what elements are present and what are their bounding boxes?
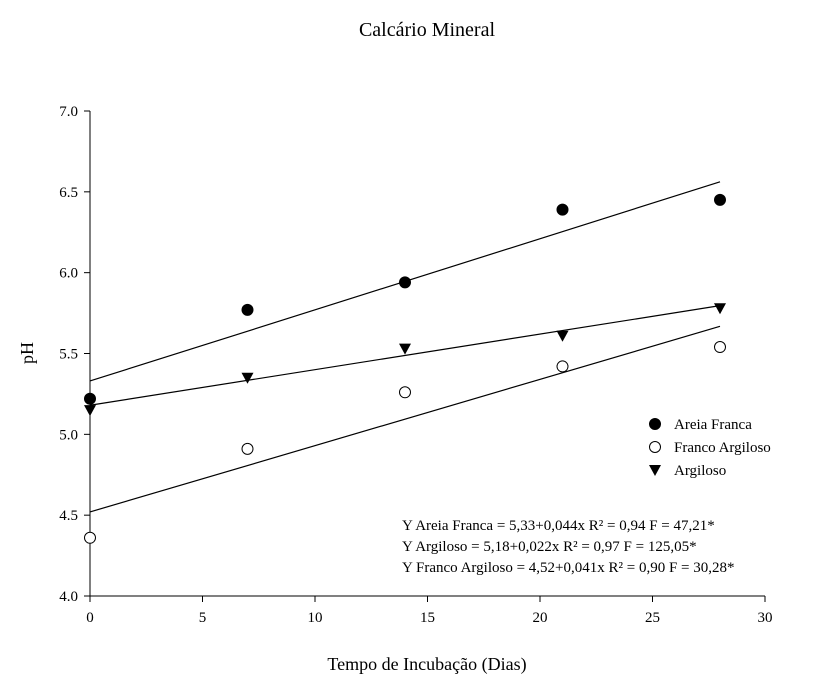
fit-line — [89, 305, 721, 406]
x-tick-label: 15 — [420, 610, 435, 626]
y-tick-label: 5.5 — [59, 347, 78, 363]
x-tick-label: 30 — [758, 610, 773, 626]
data-point — [714, 303, 726, 315]
legend: Areia Franca Franco Argiloso Argiloso — [649, 417, 771, 479]
data-points — [84, 193, 726, 544]
x-tick-label: 20 — [533, 610, 548, 626]
data-point — [556, 203, 569, 216]
x-tick-label: 10 — [308, 610, 323, 626]
y-tick-label: 6.0 — [59, 266, 78, 282]
data-point — [84, 531, 96, 544]
data-point — [556, 360, 569, 373]
data-point — [84, 405, 96, 417]
x-tick-label: 0 — [86, 610, 94, 626]
data-point — [714, 193, 726, 206]
y-axis-label: pH — [17, 342, 37, 364]
y-ticks: 4.0 4.5 5.0 5.5 6.0 6.5 7.0 — [59, 104, 90, 605]
data-point — [399, 386, 411, 399]
data-point — [556, 330, 569, 342]
equation-franco-argiloso: Y Franco Argiloso = 4,52+0,041x R² = 0,9… — [402, 560, 735, 576]
data-point — [714, 341, 726, 354]
data-point — [241, 372, 254, 384]
data-point — [399, 276, 411, 289]
y-tick-label: 7.0 — [59, 104, 78, 120]
data-point — [241, 303, 254, 316]
y-tick-label: 4.0 — [59, 589, 78, 605]
data-point — [241, 442, 254, 455]
legend-marker-franco-argiloso — [649, 441, 661, 453]
x-axis-label: Tempo de Incubação (Dias) — [327, 654, 526, 675]
x-ticks: 0 5 10 15 20 25 30 — [86, 596, 773, 626]
x-tick-label: 5 — [199, 610, 207, 626]
equation-areia-franca: Y Areia Franca = 5,33+0,044x R² = 0,94 F… — [402, 518, 715, 534]
data-point — [399, 343, 411, 355]
equation-argiloso: Y Argiloso = 5,18+0,022x R² = 0,97 F = 1… — [402, 539, 697, 555]
regression-equations: Y Areia Franca = 5,33+0,044x R² = 0,94 F… — [402, 518, 735, 576]
y-tick-label: 5.0 — [59, 427, 78, 443]
x-tick-label: 25 — [645, 610, 660, 626]
chart-title: Calcário Mineral — [359, 19, 495, 41]
fit-line — [89, 325, 721, 513]
legend-marker-areia-franca — [649, 418, 661, 430]
y-tick-label: 4.5 — [59, 508, 78, 524]
legend-label-franco-argiloso: Franco Argiloso — [674, 440, 771, 456]
y-tick-label: 6.5 — [59, 185, 78, 201]
legend-marker-argiloso — [649, 465, 661, 476]
legend-label-areia-franca: Areia Franca — [674, 417, 752, 433]
data-point — [84, 392, 96, 405]
legend-label-argiloso: Argiloso — [674, 463, 726, 479]
